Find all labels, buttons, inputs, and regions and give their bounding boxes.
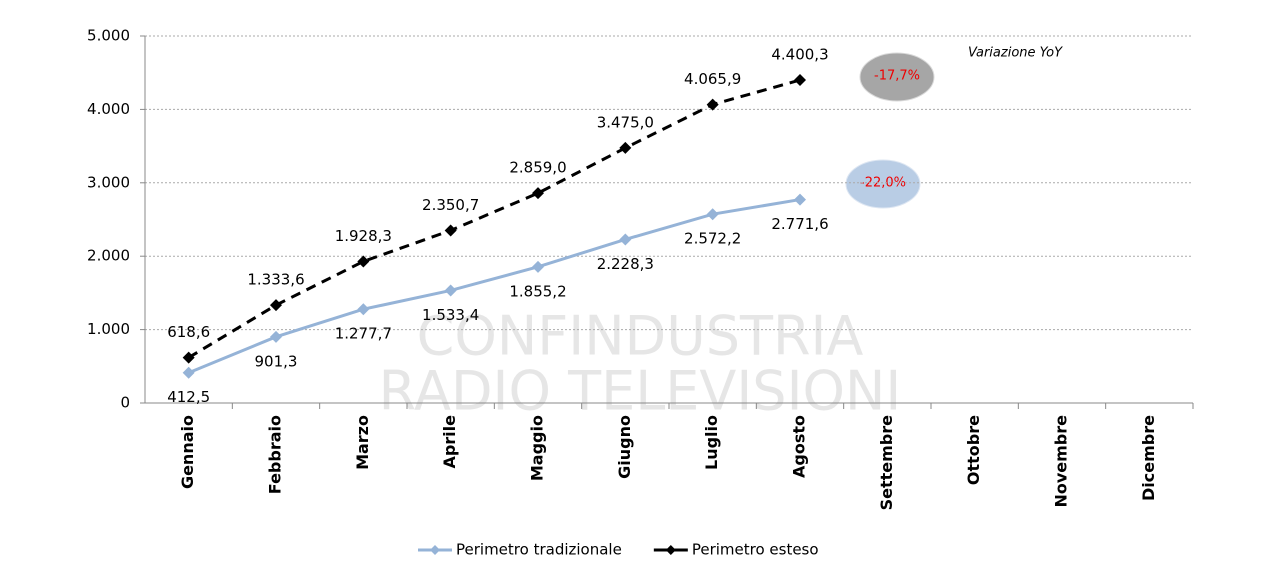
x-tick-label: Luglio bbox=[702, 415, 721, 470]
y-tick-label: 5.000 bbox=[87, 27, 130, 45]
data-label: 4.065,9 bbox=[684, 70, 741, 88]
annotation: Variazione YoY bbox=[968, 46, 1063, 61]
data-label: 1.333,6 bbox=[247, 271, 304, 289]
marker bbox=[270, 299, 282, 312]
x-tick-label: Giugno bbox=[615, 415, 634, 479]
marker bbox=[706, 98, 719, 111]
data-label: 412,5 bbox=[167, 388, 210, 406]
x-tick-label: Gennaio bbox=[178, 415, 197, 489]
data-label: 1.277,7 bbox=[335, 325, 392, 343]
annotation: -17,7% bbox=[874, 69, 920, 84]
y-tick-label: 1.000 bbox=[87, 320, 130, 338]
marker bbox=[794, 74, 806, 87]
marker bbox=[794, 193, 806, 206]
y-tick-label: 2.000 bbox=[87, 247, 130, 265]
data-label: 3.475,0 bbox=[597, 113, 654, 131]
legend-marker bbox=[430, 545, 440, 555]
x-tick-label: Ottobre bbox=[964, 415, 983, 485]
legend-label: Perimetro tradizionale bbox=[456, 541, 622, 559]
legend-marker bbox=[665, 545, 676, 555]
data-label: 2.228,3 bbox=[597, 255, 654, 273]
marker bbox=[532, 260, 544, 273]
marker bbox=[619, 233, 632, 246]
marker bbox=[706, 208, 719, 221]
x-tick-label: Maggio bbox=[528, 415, 547, 481]
x-tick-label: Aprile bbox=[440, 415, 459, 469]
marker bbox=[357, 255, 370, 268]
x-tick-label: Settembre bbox=[877, 415, 896, 511]
y-tick-label: 4.000 bbox=[87, 100, 130, 118]
legend-label: Perimetro esteso bbox=[692, 541, 819, 559]
badge bbox=[859, 52, 935, 102]
watermark: RADIO TELEVISIONI bbox=[379, 360, 902, 423]
data-label: 618,6 bbox=[167, 323, 210, 341]
watermark: CONFINDUSTRIA bbox=[417, 305, 864, 368]
marker bbox=[444, 284, 457, 297]
y-tick-label: 3.000 bbox=[87, 173, 130, 191]
marker bbox=[357, 303, 370, 316]
data-label: 4.400,3 bbox=[771, 46, 828, 64]
marker bbox=[270, 330, 282, 343]
x-tick-label: Novembre bbox=[1052, 415, 1071, 508]
marker bbox=[619, 141, 632, 154]
x-tick-label: Dicembre bbox=[1139, 415, 1158, 501]
y-tick-label: 0 bbox=[120, 394, 130, 412]
data-label: 2.859,0 bbox=[509, 159, 566, 177]
x-tick-label: Agosto bbox=[790, 415, 809, 478]
data-label: 1.928,3 bbox=[335, 227, 392, 245]
marker bbox=[532, 187, 544, 200]
data-label: 901,3 bbox=[255, 352, 298, 370]
badge bbox=[845, 159, 921, 209]
data-label: 2.771,6 bbox=[771, 215, 828, 233]
data-label: 2.350,7 bbox=[422, 196, 479, 214]
x-tick-label: Marzo bbox=[353, 415, 372, 470]
data-label: 2.572,2 bbox=[684, 230, 741, 248]
marker bbox=[182, 351, 195, 364]
marker bbox=[182, 366, 195, 379]
series-line bbox=[187, 78, 801, 359]
x-tick-label: Febbraio bbox=[266, 415, 285, 494]
marker bbox=[444, 224, 457, 237]
data-label: 1.533,4 bbox=[422, 306, 479, 324]
series-line bbox=[188, 198, 801, 375]
data-label: 1.855,2 bbox=[509, 282, 566, 300]
